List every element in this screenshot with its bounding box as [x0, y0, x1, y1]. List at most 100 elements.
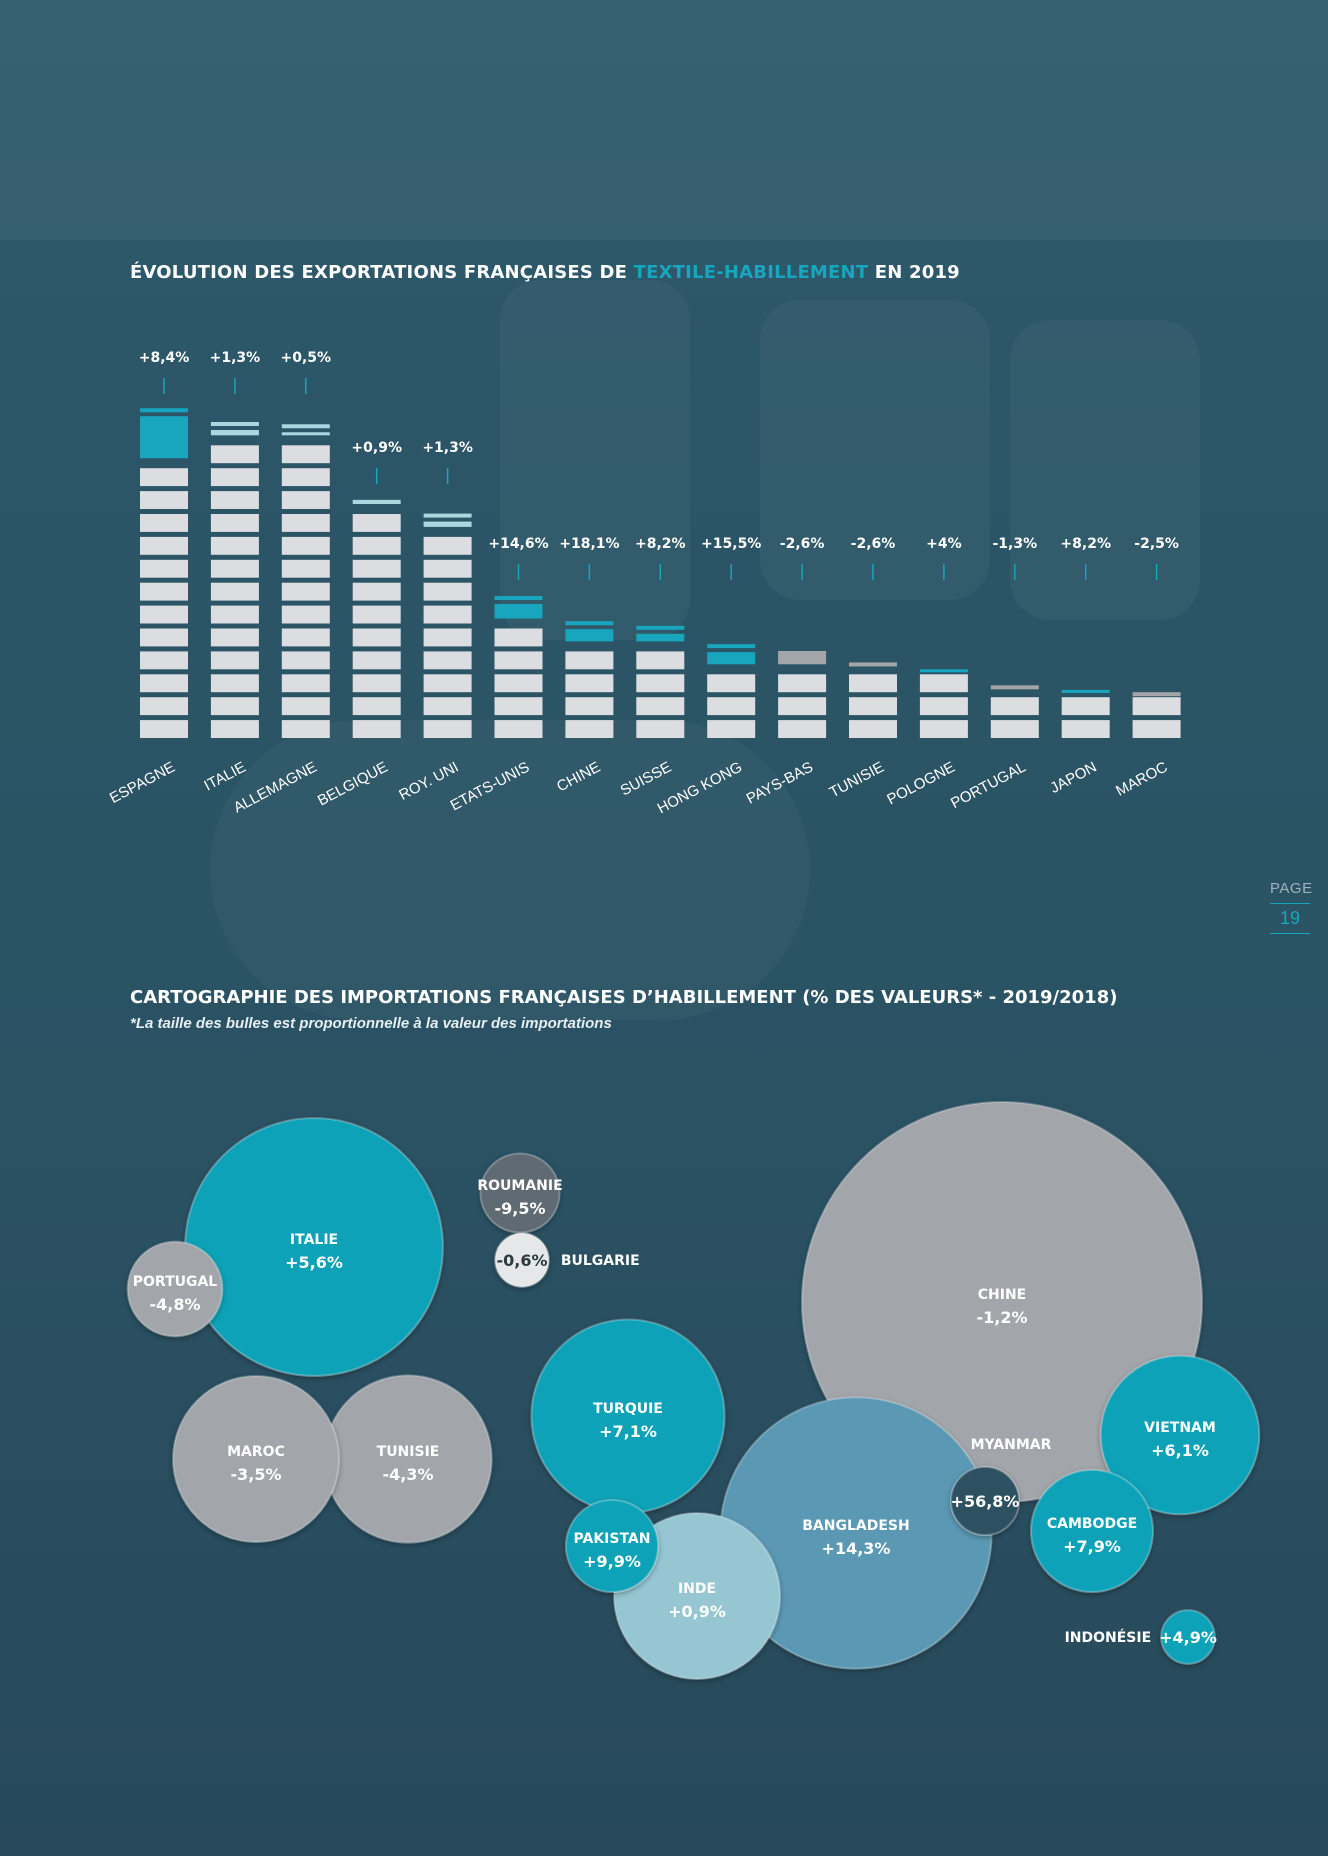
- bar-segment: [140, 559, 188, 578]
- bar-segment: [210, 605, 259, 624]
- bubble-change: +0,9%: [668, 1602, 726, 1621]
- bar-segment: [210, 559, 259, 578]
- bar-change-label: +1,3%: [210, 350, 261, 366]
- bar-pays-bas: [778, 650, 827, 738]
- bubble-change: -9,5%: [494, 1199, 545, 1218]
- bubble-change: +7,9%: [1063, 1537, 1121, 1556]
- bar-segment: [140, 468, 188, 487]
- bar-segment: [565, 674, 614, 693]
- bubble-name: ITALIE: [290, 1232, 338, 1248]
- bar-change-segment: [849, 662, 897, 667]
- import-map-note: *La taille des bulles est proportionnell…: [130, 1015, 612, 1032]
- bar-change-label: -2,6%: [780, 536, 825, 552]
- bar-segment: [423, 651, 472, 670]
- bar-segment: [281, 491, 330, 509]
- bar-change-label: +1,3%: [422, 440, 473, 456]
- bar-portugal: [990, 685, 1039, 738]
- bar-change-label: -2,6%: [851, 536, 896, 552]
- bar-tunisie: [849, 662, 897, 738]
- bubble-change: -4,3%: [382, 1465, 433, 1484]
- bubble-change: +7,1%: [599, 1422, 657, 1441]
- bar-segment: [281, 445, 330, 464]
- bar-change-label: +8,2%: [1060, 536, 1111, 552]
- bar-segment: [707, 697, 756, 716]
- bubble-change: +6,1%: [1151, 1441, 1209, 1460]
- export-chart-title: ÉVOLUTION DES EXPORTATIONS FRANÇAISES DE…: [130, 262, 960, 283]
- bar-segment: [281, 628, 330, 647]
- bar-change-label: +4%: [926, 536, 962, 552]
- bar-segment: [636, 651, 685, 670]
- bubble-change: +56,8%: [951, 1492, 1020, 1511]
- bar-segment: [210, 674, 259, 693]
- bar-hong-kong: [707, 644, 756, 738]
- bubble-name: INDE: [678, 1581, 716, 1597]
- bar-segment: [778, 697, 827, 716]
- bar-segment: [423, 674, 472, 693]
- bar-maroc: [1132, 692, 1181, 738]
- bar-segment: [352, 559, 401, 578]
- bar-segment: [494, 674, 543, 693]
- bar-segment: [849, 674, 897, 693]
- bubble-tunisie: TUNISIE -4,3%: [323, 1374, 493, 1544]
- bar-segment: [990, 697, 1039, 716]
- bar-change-label: +15,5%: [701, 536, 761, 552]
- bubble-maroc: MAROC -3,5%: [172, 1375, 340, 1543]
- bubble-change: +14,3%: [822, 1539, 891, 1558]
- bubble-change: +5,6%: [285, 1253, 343, 1272]
- bar-pologne: [919, 669, 968, 738]
- bar-segment: [281, 720, 330, 738]
- bubble-bulgarie: -0,6% BULGARIE: [494, 1232, 640, 1288]
- bar-segment: [423, 720, 472, 738]
- bubble-change: -3,5%: [230, 1465, 281, 1484]
- bubble-circle: [1160, 1609, 1216, 1665]
- bar-segment: [565, 697, 614, 716]
- bubble-vietnam: VIETNAM +6,1%: [1099, 1354, 1261, 1516]
- bar-change-segment: [1061, 689, 1110, 693]
- bar-segment: [423, 536, 472, 555]
- bar-change-segment: [636, 633, 685, 642]
- bar-segment: [565, 651, 614, 670]
- bar-segment: [1132, 697, 1181, 716]
- bar-change-cap: [565, 621, 614, 626]
- page-number: 19: [1279, 908, 1301, 928]
- bar-segment: [140, 651, 188, 670]
- bar-change-cap: [140, 408, 188, 413]
- bar-segment: [352, 720, 401, 738]
- bar-change-segment: [210, 429, 259, 436]
- export-bar-chart: +8,4%ESPAGNE+1,3%ITALIE+0,5%ALLEMAGNE+0,…: [107, 350, 1181, 817]
- bar-segment: [210, 536, 259, 555]
- bubble-indon-sie: +4,9% INDONÉSIE: [1065, 1609, 1217, 1665]
- bar-change-label: +0,9%: [351, 440, 402, 456]
- bar-segment: [210, 697, 259, 716]
- bar-segment: [1132, 720, 1181, 738]
- bar-change-segment: [140, 416, 188, 459]
- bar-change-label: +18,1%: [559, 536, 619, 552]
- bar-etats-unis: [494, 596, 543, 738]
- bubble-bangladesh: BANGLADESH +14,3%: [719, 1396, 993, 1670]
- bar-roy-uni: [423, 513, 472, 738]
- bubble-name: PORTUGAL: [133, 1274, 218, 1290]
- bar-segment: [1061, 697, 1110, 716]
- bar-segment: [140, 697, 188, 716]
- bubble-circle: [172, 1375, 340, 1543]
- bar-segment: [210, 514, 259, 532]
- bar-segment: [990, 720, 1039, 738]
- bar-segment: [636, 674, 685, 693]
- bar-change-segment: [778, 650, 827, 665]
- bubble-name: CAMBODGE: [1047, 1516, 1137, 1532]
- background-shape: [0, 0, 1328, 240]
- bar-change-cap: [423, 513, 472, 518]
- bar-segment: [352, 536, 401, 555]
- bubble-name: ROUMANIE: [477, 1178, 562, 1194]
- bar-segment: [210, 468, 259, 487]
- bar-segment: [352, 582, 401, 601]
- bar-segment: [140, 582, 188, 601]
- bar-chine: [565, 621, 614, 738]
- bar-segment: [281, 605, 330, 624]
- bubble-portugal: PORTUGAL -4,8%: [126, 1240, 224, 1338]
- bubble-change: -1,2%: [976, 1308, 1027, 1327]
- bubble-change: +9,9%: [583, 1552, 641, 1571]
- bar-segment: [140, 720, 188, 738]
- bar-segment: [778, 720, 827, 738]
